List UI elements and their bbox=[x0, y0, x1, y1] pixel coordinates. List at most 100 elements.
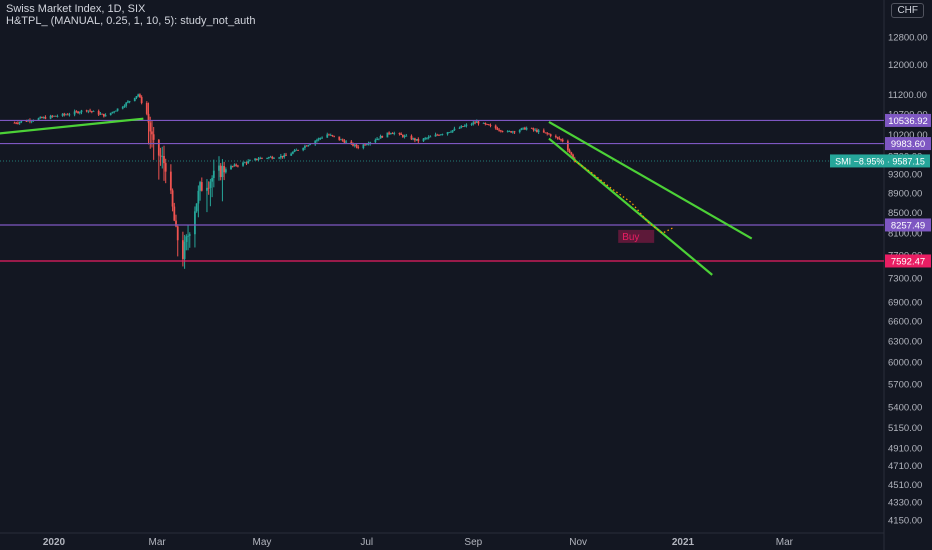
candle-body bbox=[465, 124, 468, 126]
candle-body bbox=[548, 133, 550, 135]
candle-body bbox=[75, 111, 78, 113]
candle-body bbox=[489, 125, 492, 126]
study-legend[interactable]: H&TPL_ (MANUAL, 0.25, 1, 10, 5): study_n… bbox=[6, 15, 256, 27]
last-price-label: SMI −8.95% · 9587.15 bbox=[835, 156, 925, 166]
candle-body bbox=[472, 122, 475, 125]
candle-body bbox=[266, 158, 269, 159]
candle-body bbox=[462, 126, 464, 127]
candle-body bbox=[200, 182, 203, 191]
candle-body bbox=[221, 166, 224, 178]
candle-body bbox=[41, 117, 43, 119]
candle-body bbox=[101, 113, 104, 115]
candle-body bbox=[549, 134, 552, 137]
candle-body bbox=[405, 135, 408, 137]
y-tick-label: 10200.00 bbox=[888, 130, 928, 141]
candle-body bbox=[199, 182, 201, 191]
candle-body bbox=[218, 165, 220, 171]
y-tick-label: 4150.00 bbox=[888, 516, 922, 527]
candle-body bbox=[570, 152, 573, 155]
candle-body bbox=[42, 117, 45, 119]
y-tick-label: 6000.00 bbox=[888, 357, 922, 368]
candle-body bbox=[560, 139, 562, 140]
last-price-tag bbox=[830, 154, 930, 168]
candle-body bbox=[496, 128, 499, 130]
candle-body bbox=[261, 157, 263, 159]
candle-body bbox=[389, 133, 392, 135]
candle-body bbox=[137, 94, 140, 97]
candle-body bbox=[68, 114, 71, 116]
chart-title: Swiss Market Index, 1D, SIX bbox=[6, 3, 146, 15]
candle-body bbox=[257, 159, 260, 160]
candle-body bbox=[470, 124, 473, 125]
candle-body bbox=[259, 157, 262, 160]
y-tick-label: 8100.00 bbox=[888, 229, 922, 240]
candle-body bbox=[506, 131, 509, 133]
candle-body bbox=[566, 141, 569, 151]
candle-body bbox=[209, 181, 212, 188]
candle-body bbox=[338, 136, 341, 140]
candle-body bbox=[386, 132, 389, 138]
candle-body bbox=[89, 110, 91, 112]
candle-body bbox=[157, 139, 160, 156]
y-tick-label: 5400.00 bbox=[888, 403, 922, 414]
candle-body bbox=[364, 144, 366, 146]
candle-body bbox=[417, 139, 420, 142]
candle-body bbox=[243, 162, 246, 164]
candle-body bbox=[211, 178, 214, 182]
candle-body bbox=[345, 141, 348, 143]
candle-body bbox=[13, 122, 16, 124]
candle-body bbox=[333, 135, 336, 137]
candle-body bbox=[314, 140, 317, 145]
candle-body bbox=[267, 157, 270, 159]
candle-body bbox=[427, 136, 430, 138]
candle-body bbox=[271, 156, 274, 159]
candle-body bbox=[236, 165, 239, 167]
candle-body bbox=[520, 128, 523, 130]
candle-body bbox=[123, 105, 126, 107]
candle-body bbox=[532, 128, 535, 130]
candle-body bbox=[39, 117, 42, 119]
candle-body bbox=[104, 115, 107, 117]
candle-body bbox=[231, 166, 234, 167]
candle-body bbox=[290, 153, 293, 156]
candle-body bbox=[568, 150, 571, 153]
y-tick-label: 6900.00 bbox=[888, 297, 922, 308]
candle-body bbox=[554, 136, 557, 137]
currency-badge[interactable]: CHF bbox=[891, 3, 924, 18]
candle-body bbox=[87, 110, 90, 112]
candle-body bbox=[152, 134, 155, 140]
candle-body bbox=[242, 162, 244, 166]
candle-body bbox=[92, 111, 95, 112]
candle-body bbox=[281, 155, 284, 158]
candle-body bbox=[561, 139, 564, 142]
candle-body bbox=[30, 120, 33, 122]
candle-body bbox=[163, 155, 165, 164]
candle-body bbox=[340, 139, 342, 141]
candle-body bbox=[194, 211, 196, 235]
candle-body bbox=[185, 236, 188, 242]
candle-body bbox=[393, 133, 396, 134]
candle-body bbox=[309, 144, 311, 146]
candle-body bbox=[424, 138, 427, 139]
candle-body bbox=[544, 132, 547, 134]
candle-body bbox=[403, 135, 406, 137]
candle-body bbox=[219, 165, 222, 178]
candle-body bbox=[128, 101, 131, 102]
candle-body bbox=[546, 132, 549, 134]
candle-body bbox=[293, 150, 296, 152]
x-tick-label: Nov bbox=[569, 537, 587, 548]
candle-body bbox=[525, 127, 528, 130]
candle-body bbox=[295, 149, 298, 151]
candle-body bbox=[80, 110, 83, 113]
candle-body bbox=[414, 138, 416, 141]
candle-body bbox=[463, 125, 466, 127]
candle-body bbox=[451, 130, 454, 132]
candle-body bbox=[278, 157, 281, 159]
candle-body bbox=[518, 129, 521, 133]
candle-body bbox=[499, 130, 502, 132]
candle-body bbox=[111, 111, 114, 113]
candle-body bbox=[412, 138, 415, 140]
candle-body bbox=[114, 110, 117, 112]
candle-body bbox=[381, 135, 384, 138]
